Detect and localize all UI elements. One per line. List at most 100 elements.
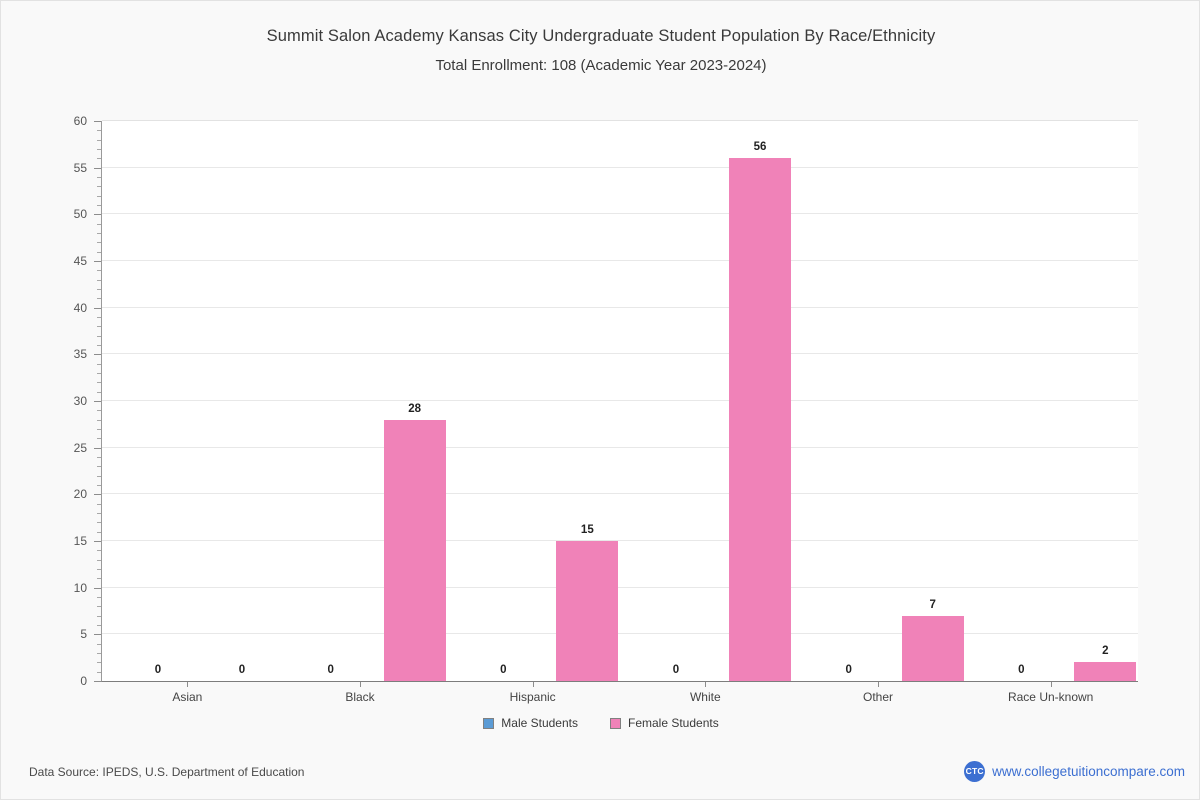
data-source-note: Data Source: IPEDS, U.S. Department of E… <box>29 765 305 779</box>
y-tick-minor <box>97 643 101 645</box>
bar-value-label: 56 <box>753 141 767 154</box>
y-tick-major <box>94 447 101 449</box>
bar-female[interactable] <box>729 158 791 681</box>
x-tick <box>1050 682 1052 687</box>
bar-value-label: 0 <box>154 664 162 676</box>
y-tick-minor <box>97 503 101 505</box>
x-axis-tick-label: Race Un-known <box>1007 690 1094 704</box>
y-tick-minor <box>97 662 101 664</box>
x-axis-tick-label: Black <box>345 690 375 704</box>
y-tick-minor <box>97 345 101 346</box>
y-tick-major <box>94 587 101 589</box>
y-tick-minor <box>97 606 101 608</box>
y-tick-minor <box>97 270 101 272</box>
y-axis-tick-label: 40 <box>73 300 87 315</box>
title-block: Summit Salon Academy Kansas City Undergr… <box>1 25 1200 77</box>
y-tick-major <box>94 121 101 122</box>
gridline <box>102 633 1138 635</box>
y-tick-minor <box>97 363 101 365</box>
gridline <box>102 400 1138 401</box>
bar-female[interactable] <box>901 615 964 681</box>
y-tick-minor <box>97 195 101 197</box>
y-tick-minor <box>97 550 101 552</box>
brand-website-link[interactable]: www.collegetuitioncompare.com <box>992 763 1185 779</box>
y-tick-minor <box>97 223 101 225</box>
bar-group: 0 56 <box>619 121 792 681</box>
y-tick-minor <box>97 335 101 337</box>
bar-value-label: 0 <box>672 664 680 676</box>
y-tick-major <box>94 214 101 216</box>
gridline <box>102 260 1138 261</box>
y-axis-tick-label: 5 <box>80 627 87 642</box>
y-tick-minor <box>97 233 101 234</box>
y-tick-minor <box>97 251 101 253</box>
bar-female[interactable] <box>1074 662 1137 681</box>
y-tick-minor <box>97 457 101 458</box>
gridline <box>102 166 1138 168</box>
y-axis-tick-label: 30 <box>73 394 87 408</box>
y-tick-major <box>94 354 101 356</box>
x-axis-tick-label: Asian <box>172 690 203 704</box>
y-tick-minor <box>97 625 101 626</box>
y-tick-minor <box>97 317 101 318</box>
y-tick-minor <box>97 513 101 514</box>
y-tick-minor <box>97 289 101 290</box>
y-tick-minor <box>97 578 101 580</box>
y-tick-minor <box>97 671 101 673</box>
bars-layer: 0 0 0 28 0 15 0 56 0 7 0 2 <box>101 121 1137 681</box>
bar-value-label: 15 <box>580 524 594 536</box>
y-tick-major <box>94 681 101 682</box>
y-tick-major <box>94 541 101 542</box>
y-tick-minor <box>97 149 101 150</box>
plot-area <box>101 120 1138 682</box>
y-axis-tick-label: 45 <box>73 254 87 268</box>
y-tick-minor <box>97 429 101 430</box>
bar-female[interactable] <box>383 419 446 681</box>
gridline <box>102 306 1138 308</box>
gridline <box>102 586 1138 588</box>
bar-value-label: 0 <box>1018 664 1025 676</box>
y-tick-minor <box>97 522 101 524</box>
legend-swatch-icon <box>483 717 495 729</box>
y-tick-minor <box>97 531 101 533</box>
bar-value-label: 2 <box>1102 645 1109 658</box>
legend-label: Female Students <box>628 716 719 730</box>
y-tick-minor <box>97 597 101 598</box>
y-axis-tick-label: 60 <box>73 114 87 128</box>
legend-item[interactable]: Male Students <box>483 717 578 729</box>
y-tick-minor <box>97 419 101 421</box>
gridline <box>102 493 1138 495</box>
x-tick <box>878 682 879 687</box>
y-tick-major <box>94 167 101 169</box>
y-tick-minor <box>97 205 101 206</box>
y-tick-minor <box>97 130 101 132</box>
y-tick-minor <box>97 615 101 617</box>
gridline <box>102 353 1138 355</box>
x-tick <box>187 682 189 687</box>
legend-item[interactable]: Female Students <box>610 717 719 729</box>
brand-footer[interactable]: CTC www.collegetuitioncompare.com <box>964 761 1185 782</box>
legend-swatch-icon <box>610 717 621 729</box>
y-tick-minor <box>97 569 101 570</box>
y-tick-minor <box>97 326 101 328</box>
y-tick-minor <box>97 298 101 300</box>
chart-subtitle: Total Enrollment: 108 (Academic Year 202… <box>435 57 767 74</box>
gridline <box>102 213 1138 215</box>
bar-group: 0 28 <box>274 121 447 681</box>
bar-female[interactable] <box>556 541 619 681</box>
bar-group: 0 15 <box>446 121 619 681</box>
x-axis-tick-label: White <box>689 690 721 704</box>
ctc-logo-icon: CTC <box>964 761 986 782</box>
y-tick-minor <box>97 177 101 178</box>
y-tick-minor <box>97 139 101 141</box>
y-axis-tick-label: 50 <box>73 207 87 222</box>
x-tick <box>705 682 707 687</box>
gridline <box>102 120 1138 121</box>
x-axis-tick-label: Hispanic <box>509 690 556 704</box>
y-axis-tick-label: 15 <box>73 534 87 548</box>
bar-value-label: 7 <box>929 598 936 611</box>
bar-value-label: 0 <box>500 664 507 676</box>
x-tick <box>532 682 534 687</box>
y-tick-major <box>94 494 101 496</box>
